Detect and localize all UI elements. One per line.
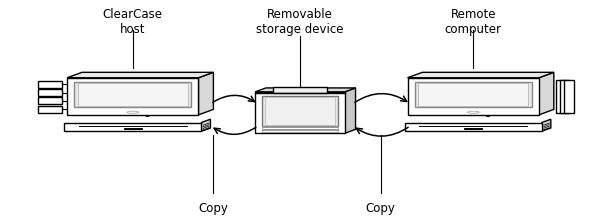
Polygon shape (407, 72, 554, 78)
Bar (265, 97, 335, 125)
Polygon shape (273, 88, 327, 93)
Text: Remote
computer: Remote computer (445, 8, 502, 36)
Bar (415, 82, 532, 107)
Polygon shape (345, 88, 356, 133)
Polygon shape (404, 122, 542, 131)
Polygon shape (202, 119, 211, 131)
Polygon shape (255, 92, 345, 133)
Polygon shape (542, 119, 551, 131)
Polygon shape (64, 122, 202, 131)
Bar (74, 82, 191, 107)
Bar (560, 80, 569, 113)
Bar (38, 89, 62, 96)
Bar (38, 106, 62, 113)
Bar (124, 128, 142, 129)
Polygon shape (539, 72, 554, 115)
Polygon shape (407, 78, 539, 115)
Text: Copy: Copy (199, 202, 229, 215)
Text: Copy: Copy (365, 202, 395, 215)
Bar (38, 81, 62, 88)
Bar (38, 97, 62, 105)
Bar (564, 80, 574, 113)
Bar (464, 128, 482, 129)
Bar (418, 83, 528, 106)
Text: Removable
storage device: Removable storage device (256, 8, 344, 36)
Bar (556, 80, 565, 113)
Polygon shape (255, 88, 356, 92)
Polygon shape (67, 72, 214, 78)
Text: ClearCase
host: ClearCase host (103, 8, 163, 36)
Polygon shape (199, 72, 214, 115)
Bar (78, 83, 188, 106)
Bar (262, 126, 338, 132)
Bar (262, 95, 338, 126)
Polygon shape (67, 78, 199, 115)
